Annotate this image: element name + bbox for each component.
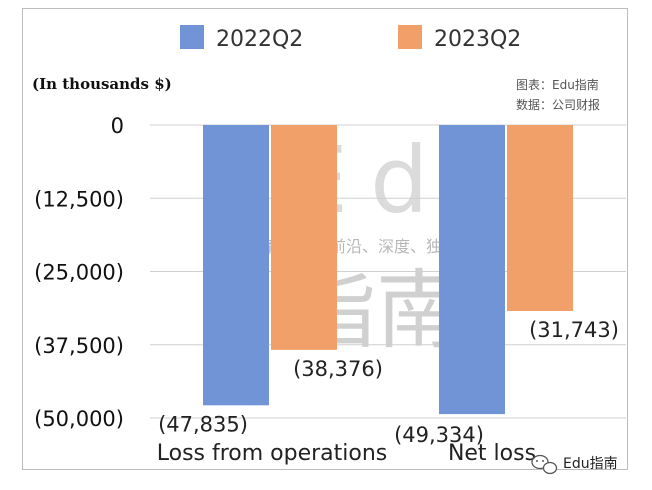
brand-text: Edu指南 [563,456,618,472]
data-labels: (47,835) (38,376) (49,334) (31,743) [158,318,619,447]
legend-swatch [180,25,204,49]
brand: Edu指南 [531,454,618,475]
bar-2022Q2-loss-from-operations [203,125,269,406]
legend-label: 2023Q2 [434,27,521,52]
y-tick-label: (12,500) [34,187,124,211]
x-axis: Loss from operations Net loss [157,441,536,466]
data-label: (47,835) [158,412,248,436]
bar-2022Q2-net-loss [439,125,505,415]
chart-frame [22,8,628,470]
y-tick-label: 0 [111,114,124,138]
legend: 2022Q2 2023Q2 [180,25,521,52]
y-tick-label: (25,000) [34,261,124,285]
data-label: (31,743) [529,318,619,342]
legend-label: 2022Q2 [216,27,303,52]
x-category-label: Net loss [448,441,536,466]
y-axis: 0 (12,500) (25,000) (37,500) (50,000) [34,114,124,431]
unit-label: (In thousands $) [32,75,172,93]
x-category-label: Loss from operations [157,441,388,466]
data-label: (38,376) [293,357,383,381]
legend-swatch [398,25,422,49]
data-label: (49,334) [394,423,484,447]
bar-2023Q2-net-loss [507,125,573,312]
source-line-2: 数据：公司财报 [516,97,600,112]
wechat-icon [531,454,558,475]
y-tick-label: (37,500) [34,334,124,358]
bars [203,125,573,415]
source-line-1: 图表：Edu指南 [516,77,599,92]
bar-2023Q2-loss-from-operations [271,125,337,350]
y-tick-label: (50,000) [34,407,124,431]
